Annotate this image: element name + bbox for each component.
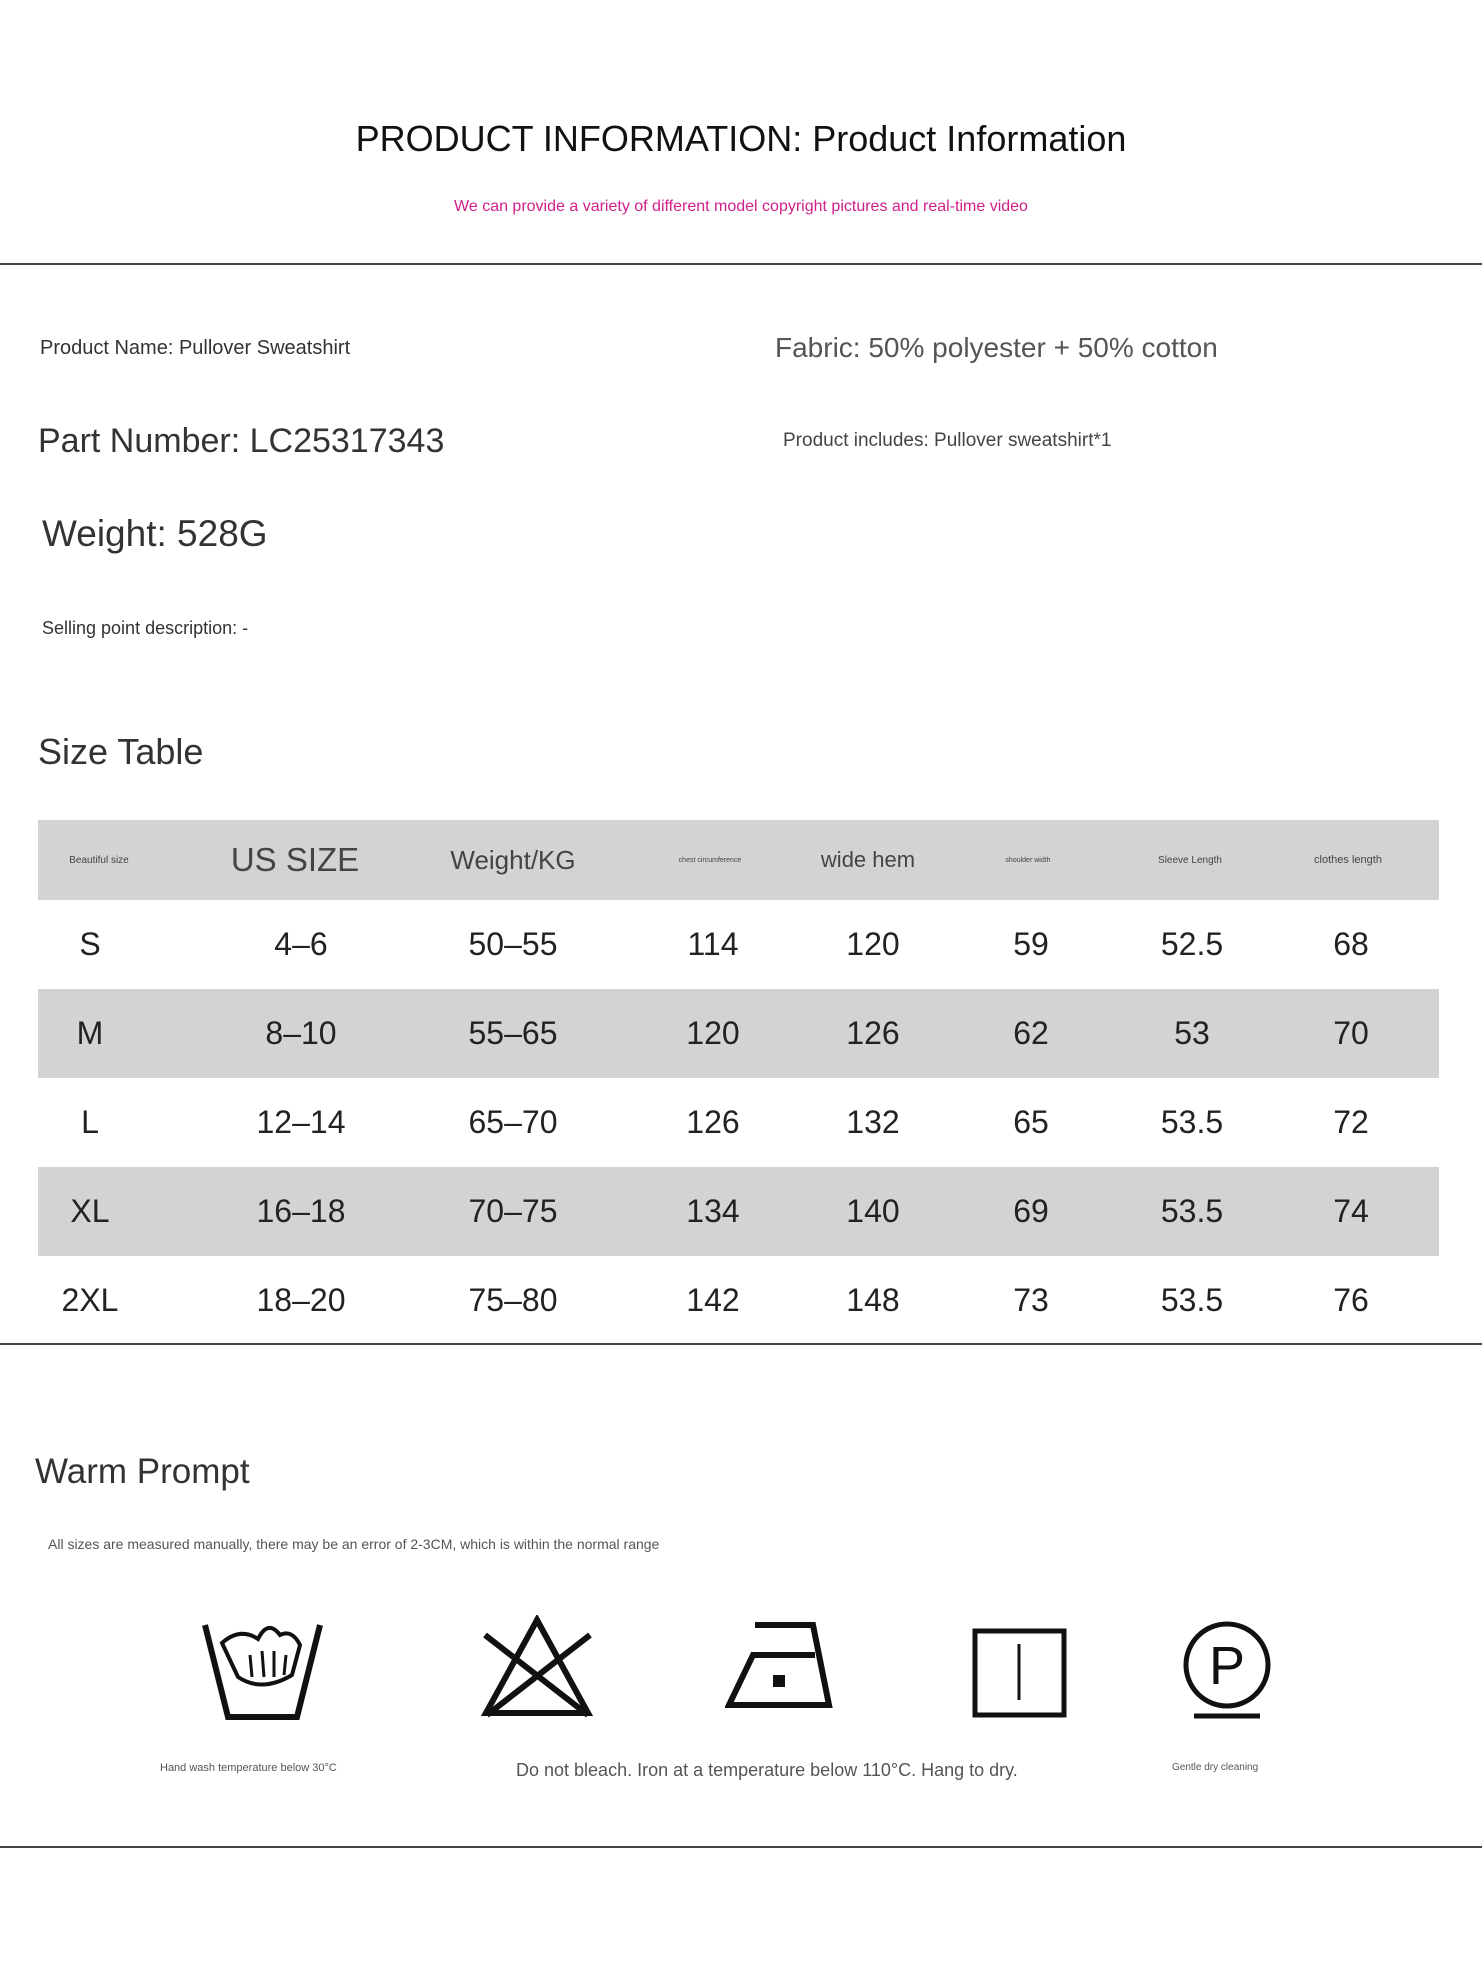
warm-prompt-note: All sizes are measured manually, there m… xyxy=(48,1536,660,1552)
hang-dry-icon xyxy=(972,1628,1067,1718)
table-cell: 132 xyxy=(846,1104,900,1140)
table-cell: 59 xyxy=(1013,926,1049,962)
product-name: Product Name: Pullover Sweatshirt xyxy=(40,337,351,359)
table-cell: L xyxy=(81,1104,99,1140)
col-header: Weight/KG xyxy=(450,844,576,875)
table-cell: 16–18 xyxy=(256,1193,346,1229)
product-includes: Product includes: Pullover sweatshirt*1 xyxy=(783,430,1112,451)
col-header: wide hem xyxy=(820,847,916,872)
table-cell: 50–55 xyxy=(468,926,558,962)
table-cell: 75–80 xyxy=(468,1282,558,1318)
warm-prompt-title: Warm Prompt xyxy=(35,1452,250,1491)
table-cell: 65 xyxy=(1013,1104,1049,1140)
table-cell: 12–14 xyxy=(256,1104,346,1140)
table-cell: 53.5 xyxy=(1160,1193,1224,1229)
caption-dry-clean: Gentle dry cleaning xyxy=(1172,1762,1259,1773)
table-row: L 12–14 65–70 126 132 65 53.5 72 xyxy=(38,1078,1439,1167)
table-cell: 72 xyxy=(1333,1104,1369,1140)
table-cell: M xyxy=(76,1015,104,1051)
table-cell: 18–20 xyxy=(256,1282,346,1318)
table-row: 2XL 18–20 75–80 142 148 73 53.5 76 xyxy=(38,1256,1439,1345)
table-row: M 8–10 55–65 120 126 62 53 70 xyxy=(38,989,1439,1078)
caption-bleach-iron-dry: Do not bleach. Iron at a temperature bel… xyxy=(516,1760,1018,1780)
fabric: Fabric: 50% polyester + 50% cotton xyxy=(775,332,1218,363)
table-cell: 70–75 xyxy=(468,1193,558,1229)
table-row: S 4–6 50–55 114 120 59 52.5 68 xyxy=(38,900,1439,989)
table-cell: 76 xyxy=(1333,1282,1369,1318)
table-cell: 142 xyxy=(686,1282,740,1318)
table-row: XL 16–18 70–75 134 140 69 53.5 74 xyxy=(38,1167,1439,1256)
caption-hand-wash: Hand wash temperature below 30°C xyxy=(160,1762,337,1774)
table-cell: 134 xyxy=(686,1193,740,1229)
table-cell: 65–70 xyxy=(468,1104,558,1140)
table-cell: 62 xyxy=(1013,1015,1049,1051)
hand-wash-icon xyxy=(202,1624,323,1720)
table-cell: 2XL xyxy=(61,1282,119,1318)
selling-point: Selling point description: - xyxy=(42,618,249,638)
table-cell: 8–10 xyxy=(265,1015,337,1051)
table-cell: 68 xyxy=(1333,926,1369,962)
svg-text:P: P xyxy=(1209,1636,1245,1696)
table-cell: 120 xyxy=(686,1015,740,1051)
divider xyxy=(0,1846,1482,1848)
table-cell: 53.5 xyxy=(1160,1104,1224,1140)
size-table: Beautiful size US SIZE Weight/KG chest c… xyxy=(38,820,1439,1345)
no-bleach-icon xyxy=(480,1615,594,1718)
table-cell: 69 xyxy=(1013,1193,1049,1229)
col-header: US SIZE xyxy=(230,841,360,878)
table-cell: 53 xyxy=(1174,1015,1210,1051)
table-cell: S xyxy=(79,926,101,962)
table-cell: 53.5 xyxy=(1160,1282,1224,1318)
col-header: clothes length xyxy=(1314,854,1382,866)
col-header: chest circumference xyxy=(678,856,742,864)
table-cell: 140 xyxy=(846,1193,900,1229)
table-cell: XL xyxy=(70,1193,110,1229)
table-cell: 120 xyxy=(846,926,900,962)
dry-clean-p-icon: P xyxy=(1183,1621,1271,1719)
part-number: Part Number: LC25317343 xyxy=(38,422,445,460)
table-cell: 55–65 xyxy=(468,1015,558,1051)
table-header: Beautiful size US SIZE Weight/KG chest c… xyxy=(38,820,1439,900)
page-title: PRODUCT INFORMATION: Product Information xyxy=(355,118,1127,159)
divider xyxy=(0,263,1482,265)
table-cell: 114 xyxy=(687,926,739,962)
table-cell: 148 xyxy=(846,1282,900,1318)
table-cell: 73 xyxy=(1013,1282,1049,1318)
col-header: Sleeve Length xyxy=(1158,854,1222,866)
col-header: Beautiful size xyxy=(69,854,129,866)
weight: Weight: 528G xyxy=(42,513,268,554)
table-cell: 126 xyxy=(846,1015,900,1051)
page-subtitle: We can provide a variety of different mo… xyxy=(454,198,1028,215)
table-cell: 70 xyxy=(1333,1015,1369,1051)
size-table-title: Size Table xyxy=(38,731,204,772)
table-cell: 4–6 xyxy=(274,926,328,962)
table-cell: 74 xyxy=(1333,1193,1369,1229)
table-cell: 52.5 xyxy=(1160,926,1224,962)
divider xyxy=(0,1343,1482,1345)
iron-low-icon xyxy=(725,1622,833,1708)
col-header: shoulder width xyxy=(1005,856,1051,864)
table-cell: 126 xyxy=(686,1104,740,1140)
